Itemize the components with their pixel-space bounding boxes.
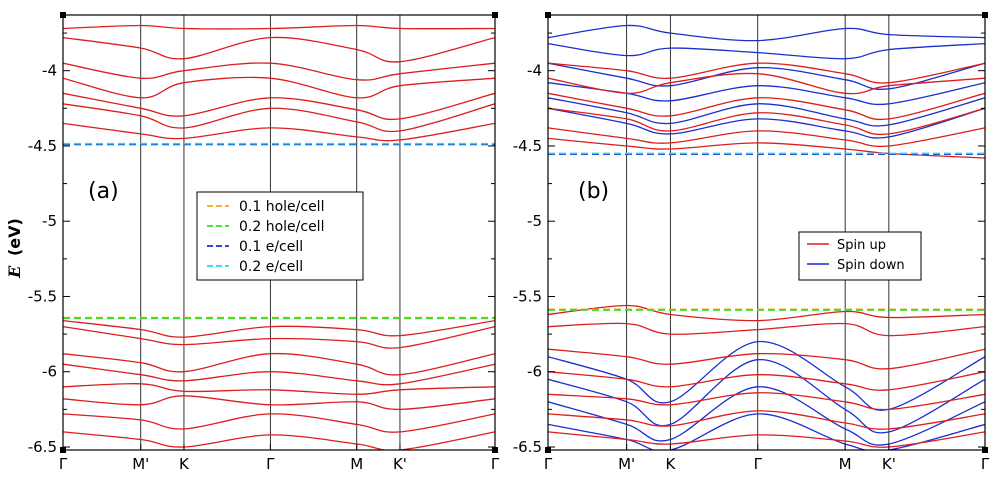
spin-down-band bbox=[548, 386, 985, 446]
band-line bbox=[63, 383, 495, 395]
corner-handle bbox=[60, 12, 66, 18]
x-tick-label: M' bbox=[132, 455, 149, 473]
spin-down-band bbox=[548, 340, 985, 411]
spin-up-band bbox=[548, 410, 985, 430]
spin-up-band bbox=[548, 371, 985, 391]
band-line bbox=[63, 319, 495, 338]
panel-b: -4-4.5-5-5.5-6-6.5Γ M' K Γ M K' Γ(b)Spin upSpi… bbox=[513, 12, 990, 473]
legend-b-label: Spin down bbox=[837, 258, 905, 273]
y-axis-label-symbol: E bbox=[5, 265, 24, 279]
y-tick-label: -5.5 bbox=[513, 287, 542, 305]
spin-up-band bbox=[548, 137, 985, 159]
spin-down-band bbox=[548, 42, 985, 60]
band-line bbox=[63, 352, 495, 376]
band-line bbox=[63, 325, 495, 349]
x-tick-label: K bbox=[179, 455, 190, 473]
band-line bbox=[63, 76, 495, 99]
corner-handle bbox=[492, 12, 498, 18]
panel-label: (b) bbox=[578, 179, 609, 204]
corner-handle bbox=[982, 12, 988, 18]
x-tick-label: Γ bbox=[491, 455, 500, 473]
plot-area bbox=[63, 15, 495, 450]
band-line bbox=[63, 363, 495, 386]
x-tick-label: Γ bbox=[544, 455, 553, 473]
corner-handle bbox=[545, 12, 551, 18]
band-line bbox=[63, 395, 495, 411]
x-tick-label: Γ bbox=[754, 455, 763, 473]
y-tick-label: -6 bbox=[527, 363, 542, 381]
band-line bbox=[63, 62, 495, 81]
x-tick-label: M bbox=[839, 455, 852, 473]
y-axis-label-unit: (eV) bbox=[5, 218, 24, 256]
spin-up-band bbox=[548, 392, 985, 411]
y-axis-label: E (eV) bbox=[5, 218, 24, 279]
spin-up-band bbox=[548, 322, 985, 337]
spin-up-band bbox=[548, 92, 985, 121]
legend-a-label: 0.2 e/cell bbox=[239, 259, 303, 275]
plot-frame bbox=[62, 14, 496, 451]
spin-down-band bbox=[548, 97, 985, 127]
panel-label: (a) bbox=[88, 179, 119, 204]
x-tick-label: K bbox=[665, 455, 676, 473]
spin-up-band bbox=[548, 107, 985, 136]
spin-up-band bbox=[548, 348, 985, 370]
x-tick-label: Γ bbox=[981, 455, 990, 473]
band-line bbox=[63, 36, 495, 63]
legend-b-label: Spin up bbox=[837, 238, 886, 253]
spin-down-band bbox=[548, 82, 985, 106]
y-tick-label: -4 bbox=[527, 62, 542, 80]
spin-down-band bbox=[548, 24, 985, 42]
legend-a-label: 0.1 e/cell bbox=[239, 239, 303, 255]
x-tick-label: M' bbox=[618, 455, 635, 473]
spin-up-band bbox=[548, 72, 985, 95]
x-tick-label: K' bbox=[393, 455, 407, 473]
legend-a-label: 0.1 hole/cell bbox=[239, 199, 324, 215]
legend-a-label: 0.2 hole/cell bbox=[239, 219, 324, 235]
band-line bbox=[63, 431, 495, 450]
x-tick-label: Γ bbox=[266, 455, 275, 473]
legend-b-box bbox=[798, 231, 922, 281]
y-tick-label: -4 bbox=[42, 62, 57, 80]
svg-text:E (eV): E (eV) bbox=[5, 218, 24, 279]
band-line bbox=[63, 413, 495, 433]
legend-b: Spin up Spin down bbox=[798, 231, 922, 281]
y-tick-label: -4.5 bbox=[513, 137, 542, 155]
spin-up-band bbox=[548, 62, 985, 84]
band-line bbox=[63, 122, 495, 142]
band-line bbox=[63, 92, 495, 121]
y-tick-label: -6.5 bbox=[28, 438, 57, 456]
spin-down-band bbox=[548, 107, 985, 139]
y-tick-label: -5.5 bbox=[28, 287, 57, 305]
spin-down-band bbox=[548, 62, 985, 90]
spin-up-band bbox=[548, 304, 985, 322]
y-tick-label: -6.5 bbox=[513, 438, 542, 456]
y-tick-label: -4.5 bbox=[28, 137, 57, 155]
y-tick-label: -6 bbox=[42, 363, 57, 381]
x-tick-label: M bbox=[350, 455, 363, 473]
spin-down-band bbox=[548, 359, 985, 434]
y-tick-label: -5 bbox=[42, 212, 57, 230]
band-line bbox=[63, 24, 495, 30]
spin-up-band bbox=[548, 127, 985, 148]
spin-up-band bbox=[548, 431, 985, 448]
y-tick-label: -5 bbox=[527, 212, 542, 230]
legend-a: 0.1 hole/cell 0.2 hole/cell 0.1 e/cell 0.2 … bbox=[196, 191, 364, 281]
plot-frame bbox=[547, 14, 986, 451]
x-tick-label: K' bbox=[882, 455, 896, 473]
x-tick-label: Γ bbox=[59, 455, 68, 473]
legend-a-box bbox=[196, 191, 364, 281]
panel-a: -4-4.5-5-5.5-6-6.5Γ M' K Γ M K' Γ(a)0.1 hole/c… bbox=[28, 12, 500, 473]
band-line bbox=[63, 103, 495, 133]
